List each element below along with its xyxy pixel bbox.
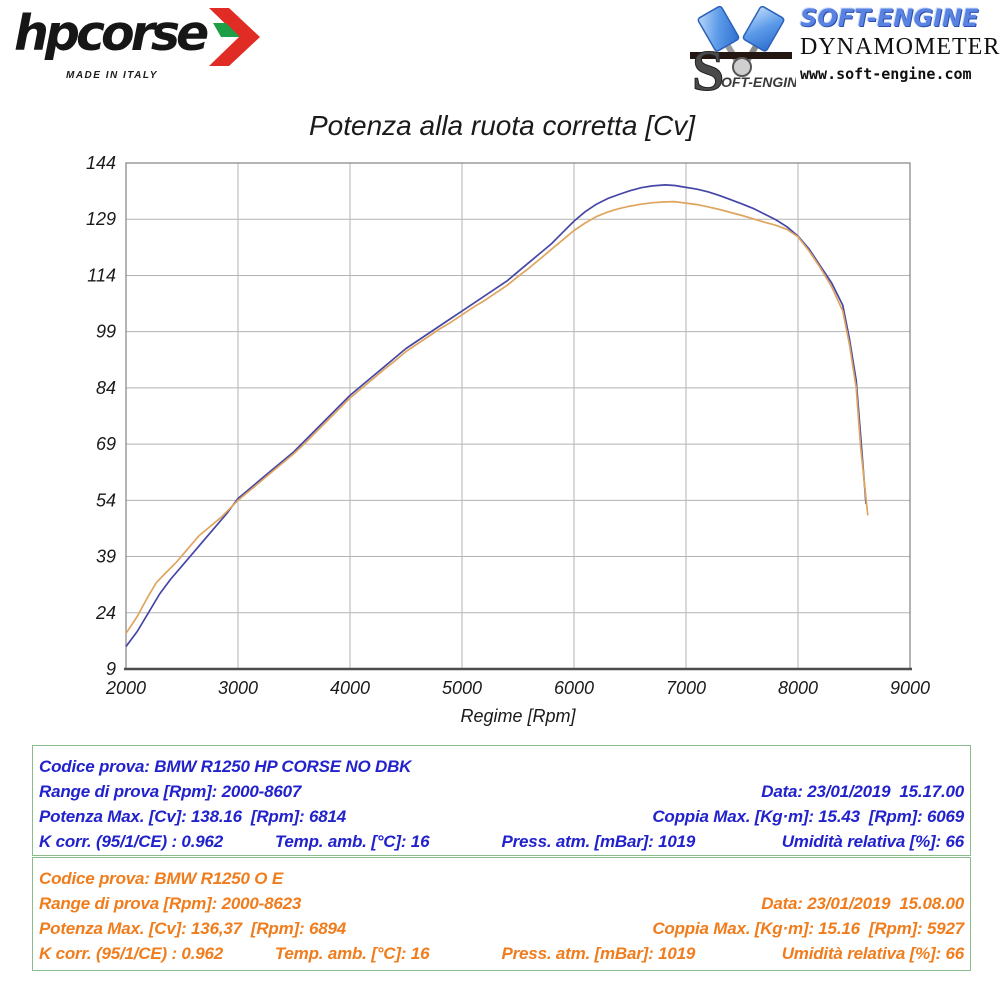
chart-title: Potenza alla ruota corretta [Cv] bbox=[309, 110, 695, 141]
softengine-wordmark: SOFT-ENGINE bbox=[800, 4, 979, 32]
x-tick-label: 7000 bbox=[666, 678, 706, 698]
y-tick-label: 69 bbox=[96, 434, 116, 454]
y-tick-label: 129 bbox=[86, 209, 116, 229]
potenza-max-1: Potenza Max. [Cv]: 138.16 [Rpm]: 6814 bbox=[39, 807, 346, 826]
curve-bmw-r1250-hp-corse-no-dbk bbox=[125, 184, 867, 648]
chart-frame bbox=[124, 162, 912, 671]
y-tick-label: 144 bbox=[86, 153, 116, 173]
y-tick-label: 99 bbox=[96, 322, 116, 342]
softengine-subtitle: DYNAMOMETERS bbox=[800, 34, 1000, 60]
x-axis-title: Regime [Rpm] bbox=[460, 706, 576, 726]
press-atm-1: Press. atm. [mBar]: 1019 bbox=[501, 832, 696, 851]
x-tick-label: 9000 bbox=[890, 678, 930, 698]
chart-gridlines bbox=[126, 163, 910, 669]
hpcorse-logo: hpcorse MADE IN ITALY bbox=[14, 4, 294, 104]
temp-amb-1: Temp. amb. [°C]: 16 bbox=[274, 832, 430, 851]
k-corr-1: K corr. (95/1/CE) : 0.962 bbox=[39, 832, 223, 851]
potenza-max-2: Potenza Max. [Cv]: 136,37 [Rpm]: 6894 bbox=[39, 919, 346, 938]
chart-axis-labels: Regime [Rpm] 2000 3000 4000 5000 6000 7000 800… bbox=[86, 153, 930, 726]
x-tick-label: 8000 bbox=[778, 678, 818, 698]
x-tick-label: 4000 bbox=[330, 678, 370, 698]
x-tick-label: 5000 bbox=[442, 678, 482, 698]
hpcorse-wordmark: hpcorse bbox=[14, 5, 209, 62]
y-tick-label: 114 bbox=[87, 265, 116, 285]
made-in-italy-label: MADE IN ITALY bbox=[66, 70, 158, 81]
range-prova-1: Range di prova [Rpm]: 2000-8607 bbox=[39, 782, 302, 801]
softengine-logo: S OFT-ENGINE SOFT-ENGINE DYNAMOMETERS ww… bbox=[688, 2, 1000, 97]
v-twin-engine-icon: S OFT-ENGINE bbox=[690, 5, 796, 96]
curve-bmw-r1250-o-e bbox=[125, 200, 869, 634]
y-tick-label: 9 bbox=[106, 659, 116, 679]
data-prova-2: Data: 23/01/2019 15.08.00 bbox=[761, 894, 964, 913]
x-tick-label: 3000 bbox=[218, 678, 258, 698]
y-tick-label: 24 bbox=[95, 603, 116, 623]
umidita-1: Umidità relativa [%]: 66 bbox=[781, 832, 964, 851]
y-tick-label: 54 bbox=[96, 490, 116, 510]
x-tick-label: 6000 bbox=[554, 678, 594, 698]
y-tick-label: 39 bbox=[96, 547, 116, 567]
k-corr-2: K corr. (95/1/CE) : 0.962 bbox=[39, 944, 223, 963]
data-prova-1: Data: 23/01/2019 15.17.00 bbox=[761, 782, 964, 801]
chevron-right-arrow-icon bbox=[209, 8, 261, 66]
range-prova-2: Range di prova [Rpm]: 2000-8623 bbox=[39, 894, 302, 913]
codice-prova-1: Codice prova: BMW R1250 HP CORSE NO DBK bbox=[39, 757, 412, 776]
coppia-max-2: Coppia Max. [Kg·m]: 15.16 [Rpm]: 5927 bbox=[652, 919, 964, 938]
softengine-s-letter: S bbox=[692, 38, 724, 96]
chart-curves bbox=[125, 184, 869, 648]
y-tick-label: 84 bbox=[96, 378, 116, 398]
x-tick-label: 2000 bbox=[105, 678, 146, 698]
test-results-hpcorse: Codice prova: BMW R1250 HP CORSE NO DBK … bbox=[32, 745, 971, 856]
umidita-2: Umidità relativa [%]: 66 bbox=[781, 944, 964, 963]
test-results-stock: Codice prova: BMW R1250 O E Range di pro… bbox=[32, 857, 971, 971]
press-atm-2: Press. atm. [mBar]: 1019 bbox=[501, 944, 696, 963]
temp-amb-2: Temp. amb. [°C]: 16 bbox=[274, 944, 430, 963]
codice-prova-2: Codice prova: BMW R1250 O E bbox=[39, 869, 283, 888]
softengine-website: www.soft-engine.com bbox=[800, 65, 972, 83]
coppia-max-1: Coppia Max. [Kg·m]: 15.43 [Rpm]: 6069 bbox=[652, 807, 964, 826]
softengine-oft-text: OFT-ENGINE bbox=[721, 74, 796, 90]
